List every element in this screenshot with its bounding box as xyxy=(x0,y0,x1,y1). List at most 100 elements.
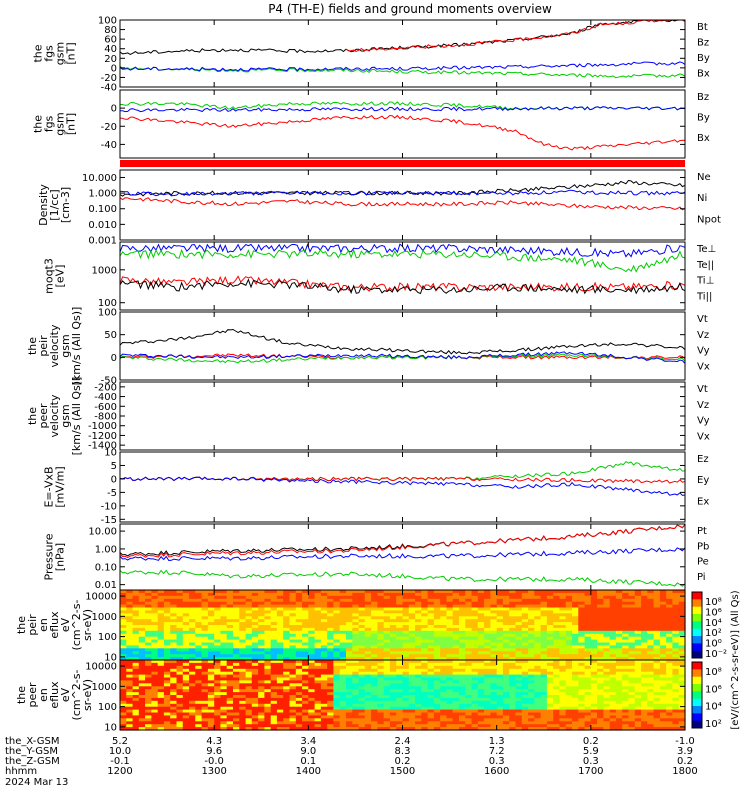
heatmap-cell xyxy=(163,619,171,623)
heatmap-cell xyxy=(659,601,667,606)
heatmap-cell xyxy=(289,665,297,670)
heatmap-cell xyxy=(402,598,410,603)
heatmap-cell xyxy=(220,697,228,702)
heatmap-cell xyxy=(590,630,598,635)
heatmap-cell xyxy=(295,627,303,632)
heatmap-cell xyxy=(364,697,372,702)
heatmap-cell xyxy=(597,686,604,690)
x-axis-tick-label: 4.3 xyxy=(206,736,222,747)
heatmap-cell xyxy=(408,630,416,635)
heatmap-cell xyxy=(628,692,636,696)
heatmap-cell xyxy=(201,598,209,603)
heatmap-cell xyxy=(302,662,309,667)
heatmap-cell xyxy=(270,686,278,690)
heatmap-cell xyxy=(396,630,404,635)
heatmap-cell xyxy=(302,692,309,696)
heatmap-cell xyxy=(534,633,542,638)
heatmap-cell xyxy=(308,651,316,655)
heatmap-cell xyxy=(465,645,473,649)
heatmap-cell xyxy=(289,677,297,681)
heatmap-cell xyxy=(465,607,473,611)
heatmap-cell xyxy=(389,700,397,705)
heatmap-cell xyxy=(320,703,328,708)
heatmap-cell xyxy=(534,706,542,711)
heatmap-cell xyxy=(553,639,561,644)
heatmap-cell xyxy=(427,668,435,673)
heatmap-cell xyxy=(628,718,636,722)
heatmap-cell xyxy=(339,648,347,652)
heatmap-cell xyxy=(346,697,353,702)
heatmap-cell xyxy=(327,709,335,714)
heatmap-cell xyxy=(239,662,247,667)
heatmap-cell xyxy=(672,677,680,681)
heatmap-cell xyxy=(540,718,548,722)
heatmap-cell xyxy=(145,727,152,731)
heatmap-cell xyxy=(377,665,385,670)
heatmap-cell xyxy=(496,683,504,687)
heatmap-cell xyxy=(151,651,159,655)
heatmap-cell xyxy=(427,645,435,649)
heatmap-cell xyxy=(572,662,579,667)
heatmap-cell xyxy=(302,639,309,644)
heatmap-cell xyxy=(515,654,523,658)
heatmap-cell xyxy=(289,709,297,714)
heatmap-cell xyxy=(521,700,529,705)
heatmap-cell xyxy=(572,721,579,725)
heatmap-cell xyxy=(333,721,341,725)
heatmap-cell xyxy=(427,706,435,711)
heatmap-cell xyxy=(647,692,655,696)
heatmap-cell xyxy=(628,662,636,667)
heatmap-cell xyxy=(509,654,517,658)
heatmap-cell xyxy=(615,703,623,708)
heatmap-cell xyxy=(364,633,372,638)
heatmap-cell xyxy=(459,660,466,664)
heatmap-cell xyxy=(157,686,165,690)
y-tick-label: 0.01 xyxy=(95,580,117,591)
heatmap-cell xyxy=(615,657,623,661)
heatmap-cell xyxy=(163,657,171,661)
heatmap-cell xyxy=(534,613,542,617)
heatmap-cell xyxy=(327,718,335,722)
heatmap-cell xyxy=(603,639,611,644)
heatmap-cell xyxy=(145,627,152,632)
heatmap-cell xyxy=(151,598,159,603)
heatmap-cell xyxy=(327,633,335,638)
heatmap-cell xyxy=(389,718,397,722)
heatmap-cell xyxy=(678,654,686,658)
heatmap-cell xyxy=(628,598,636,603)
heatmap-cell xyxy=(446,660,454,664)
heatmap-cell xyxy=(333,598,341,603)
heatmap-cell xyxy=(314,660,322,664)
heatmap-cell xyxy=(440,657,448,661)
heatmap-cell xyxy=(151,645,159,649)
heatmap-cell xyxy=(653,645,661,649)
heatmap-cell xyxy=(634,665,642,670)
heatmap-cell xyxy=(383,668,391,673)
heatmap-cell xyxy=(477,695,485,699)
heatmap-cell xyxy=(672,727,680,731)
heatmap-cell xyxy=(509,601,517,606)
heatmap-cell xyxy=(346,692,353,696)
heatmap-cell xyxy=(138,592,146,597)
heatmap-cell xyxy=(553,654,561,658)
heatmap-cell xyxy=(214,712,222,716)
heatmap-cell xyxy=(553,592,561,597)
heatmap-cell xyxy=(540,703,548,708)
heatmap-cell xyxy=(120,660,127,664)
heatmap-cell xyxy=(584,610,592,614)
heatmap-cell xyxy=(546,674,554,679)
heatmap-cell xyxy=(233,639,240,644)
heatmap-cell xyxy=(289,683,297,687)
heatmap-cell xyxy=(295,610,303,614)
heatmap-cell xyxy=(528,657,535,661)
series-line-Vx xyxy=(119,351,686,364)
heatmap-cell xyxy=(308,721,316,725)
heatmap-cell xyxy=(170,674,178,679)
colorbar-tick-label: 10⁰ xyxy=(705,639,722,650)
heatmap-cell xyxy=(358,677,366,681)
heatmap-cell xyxy=(389,633,397,638)
heatmap-cell xyxy=(502,598,510,603)
heatmap-cell xyxy=(672,639,680,644)
heatmap-cell xyxy=(138,607,146,611)
heatmap-cell xyxy=(653,627,661,632)
